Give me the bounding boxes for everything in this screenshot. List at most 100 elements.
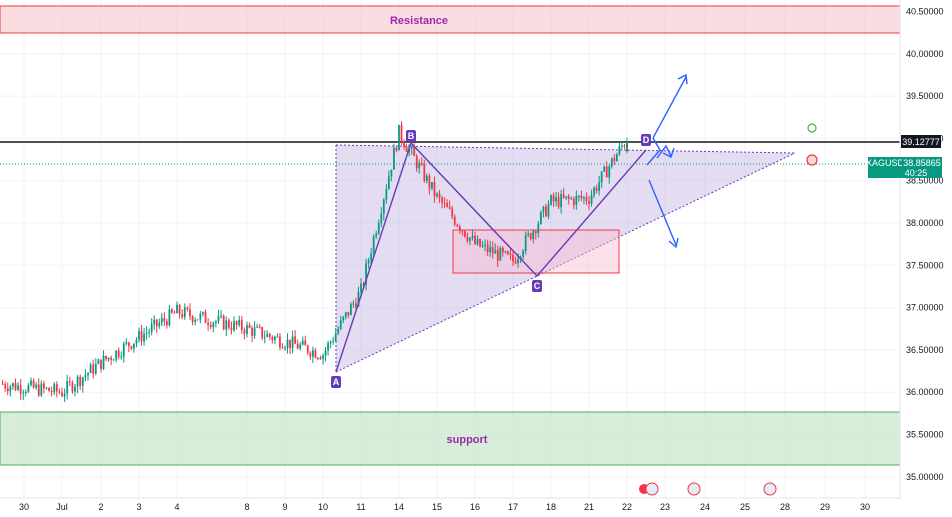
support-zone[interactable] — [0, 411, 901, 466]
retest-arrow[interactable] — [656, 144, 675, 159]
candle-body — [360, 283, 362, 292]
candle-body — [317, 357, 319, 359]
candle-body — [120, 356, 123, 358]
price-axis[interactable] — [900, 0, 952, 498]
candle-body — [45, 387, 48, 389]
time-tick-label: 10 — [318, 502, 328, 512]
candle-body — [153, 319, 156, 325]
candle-body — [347, 312, 350, 316]
candle-body — [400, 124, 403, 141]
candle-body — [196, 319, 199, 321]
candle-body — [431, 182, 433, 189]
candle-body — [600, 171, 603, 183]
candle-body — [534, 231, 537, 234]
candle-body — [258, 326, 261, 328]
candle-body — [621, 145, 623, 147]
resistance-zone[interactable] — [0, 5, 901, 34]
breakdown-arrow[interactable] — [648, 179, 679, 249]
time-tick-label: 24 — [700, 502, 710, 512]
candle-body — [176, 304, 178, 314]
price-tick-label: 36.50000 — [906, 345, 944, 355]
candle-body — [30, 380, 32, 386]
candle-body — [189, 309, 191, 317]
green-circle-marker[interactable] — [807, 123, 817, 133]
candle-body — [499, 248, 502, 261]
candle-body — [276, 336, 279, 338]
candle-body — [158, 322, 161, 327]
candle-body — [37, 384, 40, 396]
candle-body — [17, 385, 19, 390]
candle-body — [415, 156, 418, 169]
candle-body — [413, 147, 416, 157]
candle-body — [329, 341, 332, 344]
time-tick-label: 21 — [584, 502, 594, 512]
candle-body — [593, 187, 595, 196]
candle-body — [512, 254, 514, 262]
abcd-pattern-line[interactable] — [335, 141, 647, 373]
candle-body — [365, 263, 367, 285]
candle-body — [547, 204, 550, 217]
svg-text:D: D — [643, 135, 650, 145]
candle-body — [501, 248, 504, 253]
candle-body — [171, 309, 173, 313]
candle-body — [202, 312, 204, 314]
candle-body — [165, 321, 168, 326]
candle-body — [453, 216, 456, 225]
price-tick-label: 37.00000 — [906, 303, 944, 313]
triangle-lower-line[interactable] — [335, 152, 796, 373]
candle-body — [456, 224, 459, 227]
candle-body — [296, 343, 299, 349]
candle-body — [615, 154, 618, 162]
candle-body — [357, 291, 360, 307]
triangle-pattern[interactable] — [336, 145, 795, 372]
candle-body — [112, 359, 115, 361]
candle-body — [217, 315, 220, 322]
time-axis[interactable] — [0, 498, 952, 517]
candle-body — [271, 336, 274, 341]
candle-body — [63, 393, 66, 397]
candle-body — [115, 350, 118, 360]
candle-body — [398, 124, 400, 151]
candle-body — [230, 327, 233, 331]
candle-body — [344, 312, 347, 317]
candle-body — [84, 375, 87, 378]
breakout-up-arrow[interactable] — [646, 73, 688, 166]
candle-body — [1, 383, 4, 385]
time-axis-ticks: 30 Jul 2 3 4 8 9 10 11 14 15 16 17 18 21 22 23 24 25 28 29 30 — [19, 502, 870, 512]
candle-body — [256, 326, 259, 328]
candle-body — [355, 303, 357, 307]
svg-text:B: B — [408, 131, 415, 141]
price-tick-label: 40.00000 — [906, 49, 944, 59]
candle-body — [608, 166, 611, 178]
triangle-upper-line[interactable] — [335, 144, 796, 154]
candle-body — [491, 247, 494, 254]
time-tick-label: 9 — [282, 502, 287, 512]
candle-body — [235, 321, 238, 325]
candle-body — [545, 206, 547, 217]
red-circle-marker[interactable] — [806, 154, 818, 166]
candle-body — [105, 355, 107, 360]
resistance-label: Resistance — [390, 15, 448, 27]
candle-body — [382, 199, 385, 214]
candle-body — [145, 332, 148, 334]
candle-body — [542, 206, 545, 212]
svg-text:XAGUSD: XAGUSD — [866, 158, 905, 168]
candle-body — [322, 355, 324, 360]
candle-body — [314, 350, 317, 358]
candle-body — [595, 187, 598, 191]
candle-body — [76, 376, 79, 387]
candle-body — [603, 166, 606, 172]
candle-body — [68, 381, 71, 383]
candle-body — [53, 384, 56, 393]
time-tick-label: 30 — [19, 502, 29, 512]
candle-body — [150, 324, 153, 332]
candle-body — [446, 203, 449, 208]
candle-body — [577, 195, 580, 197]
candle-body — [332, 340, 335, 342]
candle-body — [529, 233, 532, 240]
candle-body — [504, 251, 507, 253]
candle-body — [436, 193, 438, 197]
event-icons[interactable] — [639, 482, 777, 496]
svg-text:A: A — [333, 377, 340, 387]
